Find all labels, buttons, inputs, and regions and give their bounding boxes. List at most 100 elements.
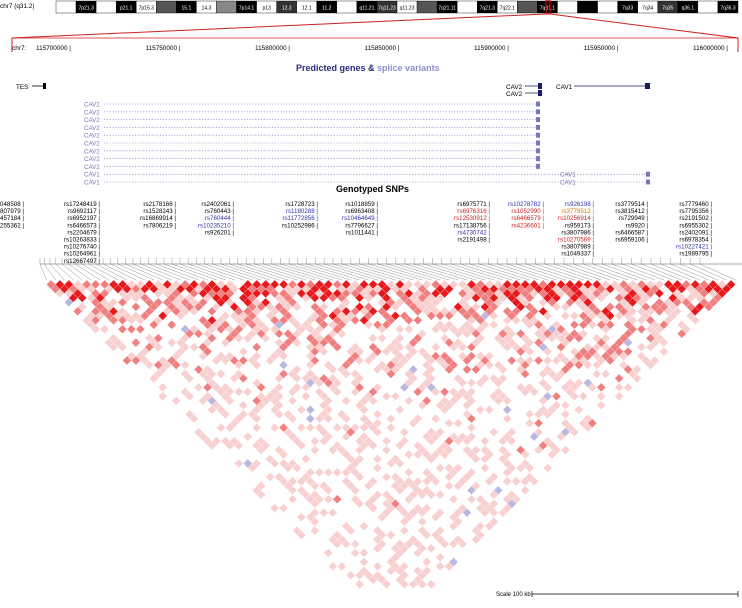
- ideogram-highlight: [545, 0, 551, 15]
- ruler-tick-label: 115900000 |: [474, 45, 509, 52]
- marker-connector: [544, 263, 593, 281]
- snp-label: rs959173 |: [565, 222, 595, 229]
- snp-label: rs9920 |: [626, 222, 649, 229]
- marker-connector: [289, 263, 342, 281]
- ideogram-band: [416, 0, 438, 14]
- snp-label: rs1180288 |: [286, 208, 319, 215]
- splice-variant-label: CAV2: [84, 102, 100, 109]
- chromosome-ideogram: chr7 (q31.2) 7p21.3 p21.1 7p15.3 15.1 14.3 7p…: [0, 0, 739, 15]
- marker-connector: [612, 263, 656, 281]
- snp-label: rs1048508 |: [0, 201, 24, 208]
- snp-label: rs6976316 |: [457, 208, 490, 215]
- marker-connector: [660, 263, 700, 281]
- marker-connector: [377, 263, 432, 281]
- ideogram-band-label: 7q35: [662, 6, 673, 12]
- gene-label-cav1: CAV1: [556, 84, 573, 91]
- splice-variant-label: CAV2: [84, 164, 100, 171]
- snp-label: rs10256914 |: [558, 215, 594, 222]
- ideogram-band: [557, 0, 578, 14]
- marker-connector: [103, 263, 137, 281]
- marker-connector: [212, 263, 262, 281]
- ideogram-band: [577, 0, 598, 14]
- snp-label: rs6466573 |: [67, 222, 100, 229]
- ideogram-band-label: 7q36.3: [720, 6, 736, 12]
- ruler-tick-label: 115800000 |: [255, 45, 290, 52]
- splice-variant-exon: [536, 156, 540, 162]
- ruler-tick-label: 115750000 |: [146, 45, 181, 52]
- marker-connector: [602, 263, 647, 281]
- marker-connector: [583, 263, 629, 281]
- snp-label: rs10464649 |: [342, 215, 378, 222]
- marker-connector: [140, 263, 181, 281]
- ideogram-band-label: 7q21.3: [480, 6, 496, 12]
- marker-connector: [280, 263, 333, 281]
- marker-connector: [516, 263, 566, 281]
- snp-label: rs926198 |: [565, 201, 595, 208]
- marker-connector: [414, 263, 468, 281]
- gene-label-tes: TES: [16, 84, 28, 91]
- marker-connector: [125, 263, 163, 281]
- ideogram-band-label: 7q33: [622, 6, 633, 12]
- splice-variant-exon: [536, 148, 540, 154]
- ideogram-band: [156, 0, 177, 14]
- ruler-tick-label: 115950000 |: [584, 45, 619, 52]
- snp-label: rs6978354 |: [679, 237, 712, 244]
- ideogram-band-label: p21.1: [120, 6, 133, 12]
- marker-connector: [55, 263, 74, 281]
- marker-connector: [44, 263, 56, 281]
- ideogram-band: [55, 0, 77, 14]
- marker-connector: [81, 263, 110, 281]
- gene-track: Predicted genes & splice variants TES CA…: [16, 63, 650, 187]
- ideogram-band-label: 7q34: [642, 6, 653, 12]
- snp-label: rs1528243 |: [143, 208, 176, 215]
- snp-label: rs10270569 |: [558, 237, 594, 244]
- splice-variant-exon: [536, 101, 540, 107]
- ideogram-bands: 7p21.3 p21.1 7p15.3 15.1 14.3 7p14.1 p13 12.3 12…: [55, 0, 739, 14]
- snp-label: rs10264961 |: [64, 251, 100, 258]
- marker-connector: [535, 263, 584, 281]
- marker-connector: [450, 263, 503, 281]
- snp-label: rs760443 |: [205, 208, 235, 215]
- marker-connector: [117, 263, 154, 281]
- snp-label: rs3815412 |: [615, 208, 648, 215]
- splice-variant-exon: [536, 117, 540, 123]
- marker-connector: [315, 263, 369, 281]
- splice-variant-label: CAV2: [84, 117, 100, 124]
- marker-connector: [188, 263, 235, 281]
- gene-cav1-exon: [645, 83, 650, 89]
- ideogram-band-label: 12.1: [302, 6, 312, 12]
- snp-label: rs6952197 |: [67, 215, 100, 222]
- splice-variant-inline-label: CAV1: [560, 180, 576, 187]
- ideogram-band-label: 7p15.3: [139, 6, 155, 12]
- marker-connector: [650, 263, 691, 281]
- marker-connector: [699, 263, 736, 281]
- marker-connector: [68, 263, 92, 281]
- ruler-tick-label: 115700000 |: [36, 45, 71, 52]
- scale-bar: Scale 100 kb: [496, 591, 739, 598]
- marker-connector: [631, 263, 673, 281]
- marker-connector: [386, 263, 441, 281]
- snp-label: rs2191502 |: [679, 215, 712, 222]
- marker-connector: [432, 263, 486, 281]
- snp-label: rs10255362 |: [0, 222, 24, 229]
- snp-label: rs12667497 |: [64, 258, 100, 265]
- ruler-tick-label: 116000000 |: [693, 45, 728, 52]
- marker-connector: [263, 263, 315, 281]
- snp-label: rs3807979 |: [0, 208, 24, 215]
- gene-cav2-a-exon: [538, 83, 542, 89]
- marker-connector: [297, 263, 351, 281]
- marker-connector: [110, 263, 145, 281]
- splice-variant-label: CAV2: [84, 156, 100, 163]
- snp-label: rs2402091 |: [679, 229, 712, 236]
- marker-connector: [441, 263, 494, 281]
- marker-connector: [237, 263, 289, 281]
- ideogram-band-label: q11.21: [359, 6, 374, 12]
- marker-connector: [148, 263, 190, 281]
- gene-label-cav2-b: CAV2: [506, 91, 523, 98]
- marker-connector: [488, 263, 539, 281]
- coordinate-ruler: chr7: 115700000 | 115750000 | 115800000 | 1…: [12, 45, 728, 52]
- snp-label: rs10278782 |: [508, 201, 544, 208]
- snp-label: rs11772856 |: [282, 215, 318, 222]
- ideogram-band: [216, 0, 237, 14]
